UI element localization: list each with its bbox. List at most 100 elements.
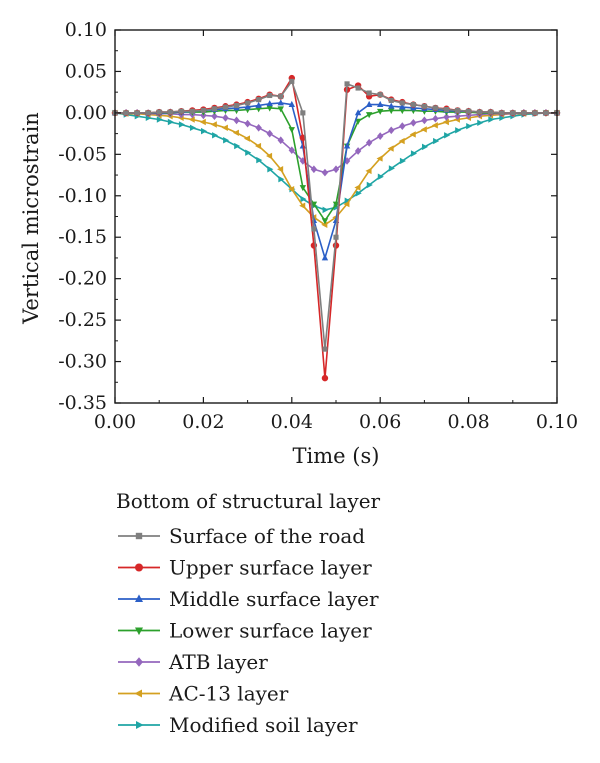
data-point [223,137,230,144]
data-point [510,110,516,116]
legend-item: Upper surface layer [118,556,372,580]
data-point [398,137,405,145]
data-point [123,110,129,116]
data-point [433,137,440,145]
data-point [321,168,329,177]
data-point [244,103,251,110]
data-point [454,107,461,113]
data-point [444,132,451,139]
data-point [201,127,208,135]
data-point [245,100,251,106]
data-point [399,122,406,130]
data-point [267,92,273,99]
data-point [167,109,173,115]
legend-swatch-marker [136,721,144,729]
data-point [212,132,219,139]
data-point [188,116,195,123]
data-point [267,166,274,173]
data-point [410,150,418,157]
data-point [321,374,329,382]
data-point [354,109,362,116]
data-point [256,97,262,103]
data-point [410,118,417,127]
legend-item: Lower surface layer [118,619,372,643]
legend-label: ATB layer [168,650,268,674]
data-point [266,129,273,138]
data-point [488,116,495,123]
data-point [266,100,273,107]
data-point [499,110,505,116]
data-point [521,110,527,116]
data-point [234,142,241,150]
data-point [322,346,328,352]
data-point [134,110,140,116]
legend: Bottom of structural layer Surface of th… [116,489,381,737]
x-tick-label: 0.02 [182,411,224,433]
data-point [366,90,372,96]
data-point [532,110,538,116]
data-point [243,135,250,142]
data-point [354,118,362,125]
data-point [354,184,361,191]
data-point [277,136,284,145]
data-point [299,202,306,209]
legend-swatch-marker [134,689,142,698]
data-point [399,108,406,115]
y-tick-label: -0.05 [58,143,107,165]
data-point [167,118,174,126]
x-tick-label: 0.00 [94,411,136,433]
data-point [454,112,461,121]
data-point [388,165,395,172]
data-point [278,93,284,99]
data-point [466,122,473,130]
y-axis-title: Vertical microstrain [19,112,43,325]
data-point [377,108,384,115]
data-point [410,102,416,108]
data-point [266,105,273,112]
data-point [299,185,307,192]
y-tick-label: -0.15 [58,226,107,248]
data-point [543,110,549,116]
data-point [255,123,262,132]
data-point [211,112,218,121]
data-point [300,110,306,116]
data-point [277,106,284,113]
data-point [288,127,295,134]
data-point [344,197,351,204]
data-point [377,100,384,107]
data-point [421,116,428,125]
data-point [377,173,384,180]
series-line [115,112,557,174]
data-point [311,226,317,232]
data-point [277,99,284,106]
data-point [266,152,273,160]
data-point [256,156,263,164]
y-tick-label: -0.25 [58,309,107,331]
data-point [222,114,229,122]
data-point [377,132,384,140]
data-point [255,106,262,113]
data-point [200,107,206,113]
y-tick-label: 0.05 [65,60,107,82]
data-point [310,165,318,174]
legend-swatch-marker [135,532,143,540]
data-point [399,103,406,110]
data-point [233,102,240,108]
legend-label: Upper surface layer [169,556,372,580]
data-point [365,112,373,119]
data-point [145,110,151,116]
data-point [310,201,318,208]
data-point [232,129,239,136]
legend-label: AC-13 layer [168,682,289,706]
data-point [221,124,228,132]
data-point [420,126,427,133]
data-point [278,176,285,183]
data-point [344,81,350,87]
legend-item: AC-13 layer [118,682,289,706]
data-point [421,103,427,109]
legend-item: ATB layer [118,650,268,674]
data-point [343,200,350,208]
data-point [233,116,240,125]
x-axis-title: Time (s) [293,444,380,468]
